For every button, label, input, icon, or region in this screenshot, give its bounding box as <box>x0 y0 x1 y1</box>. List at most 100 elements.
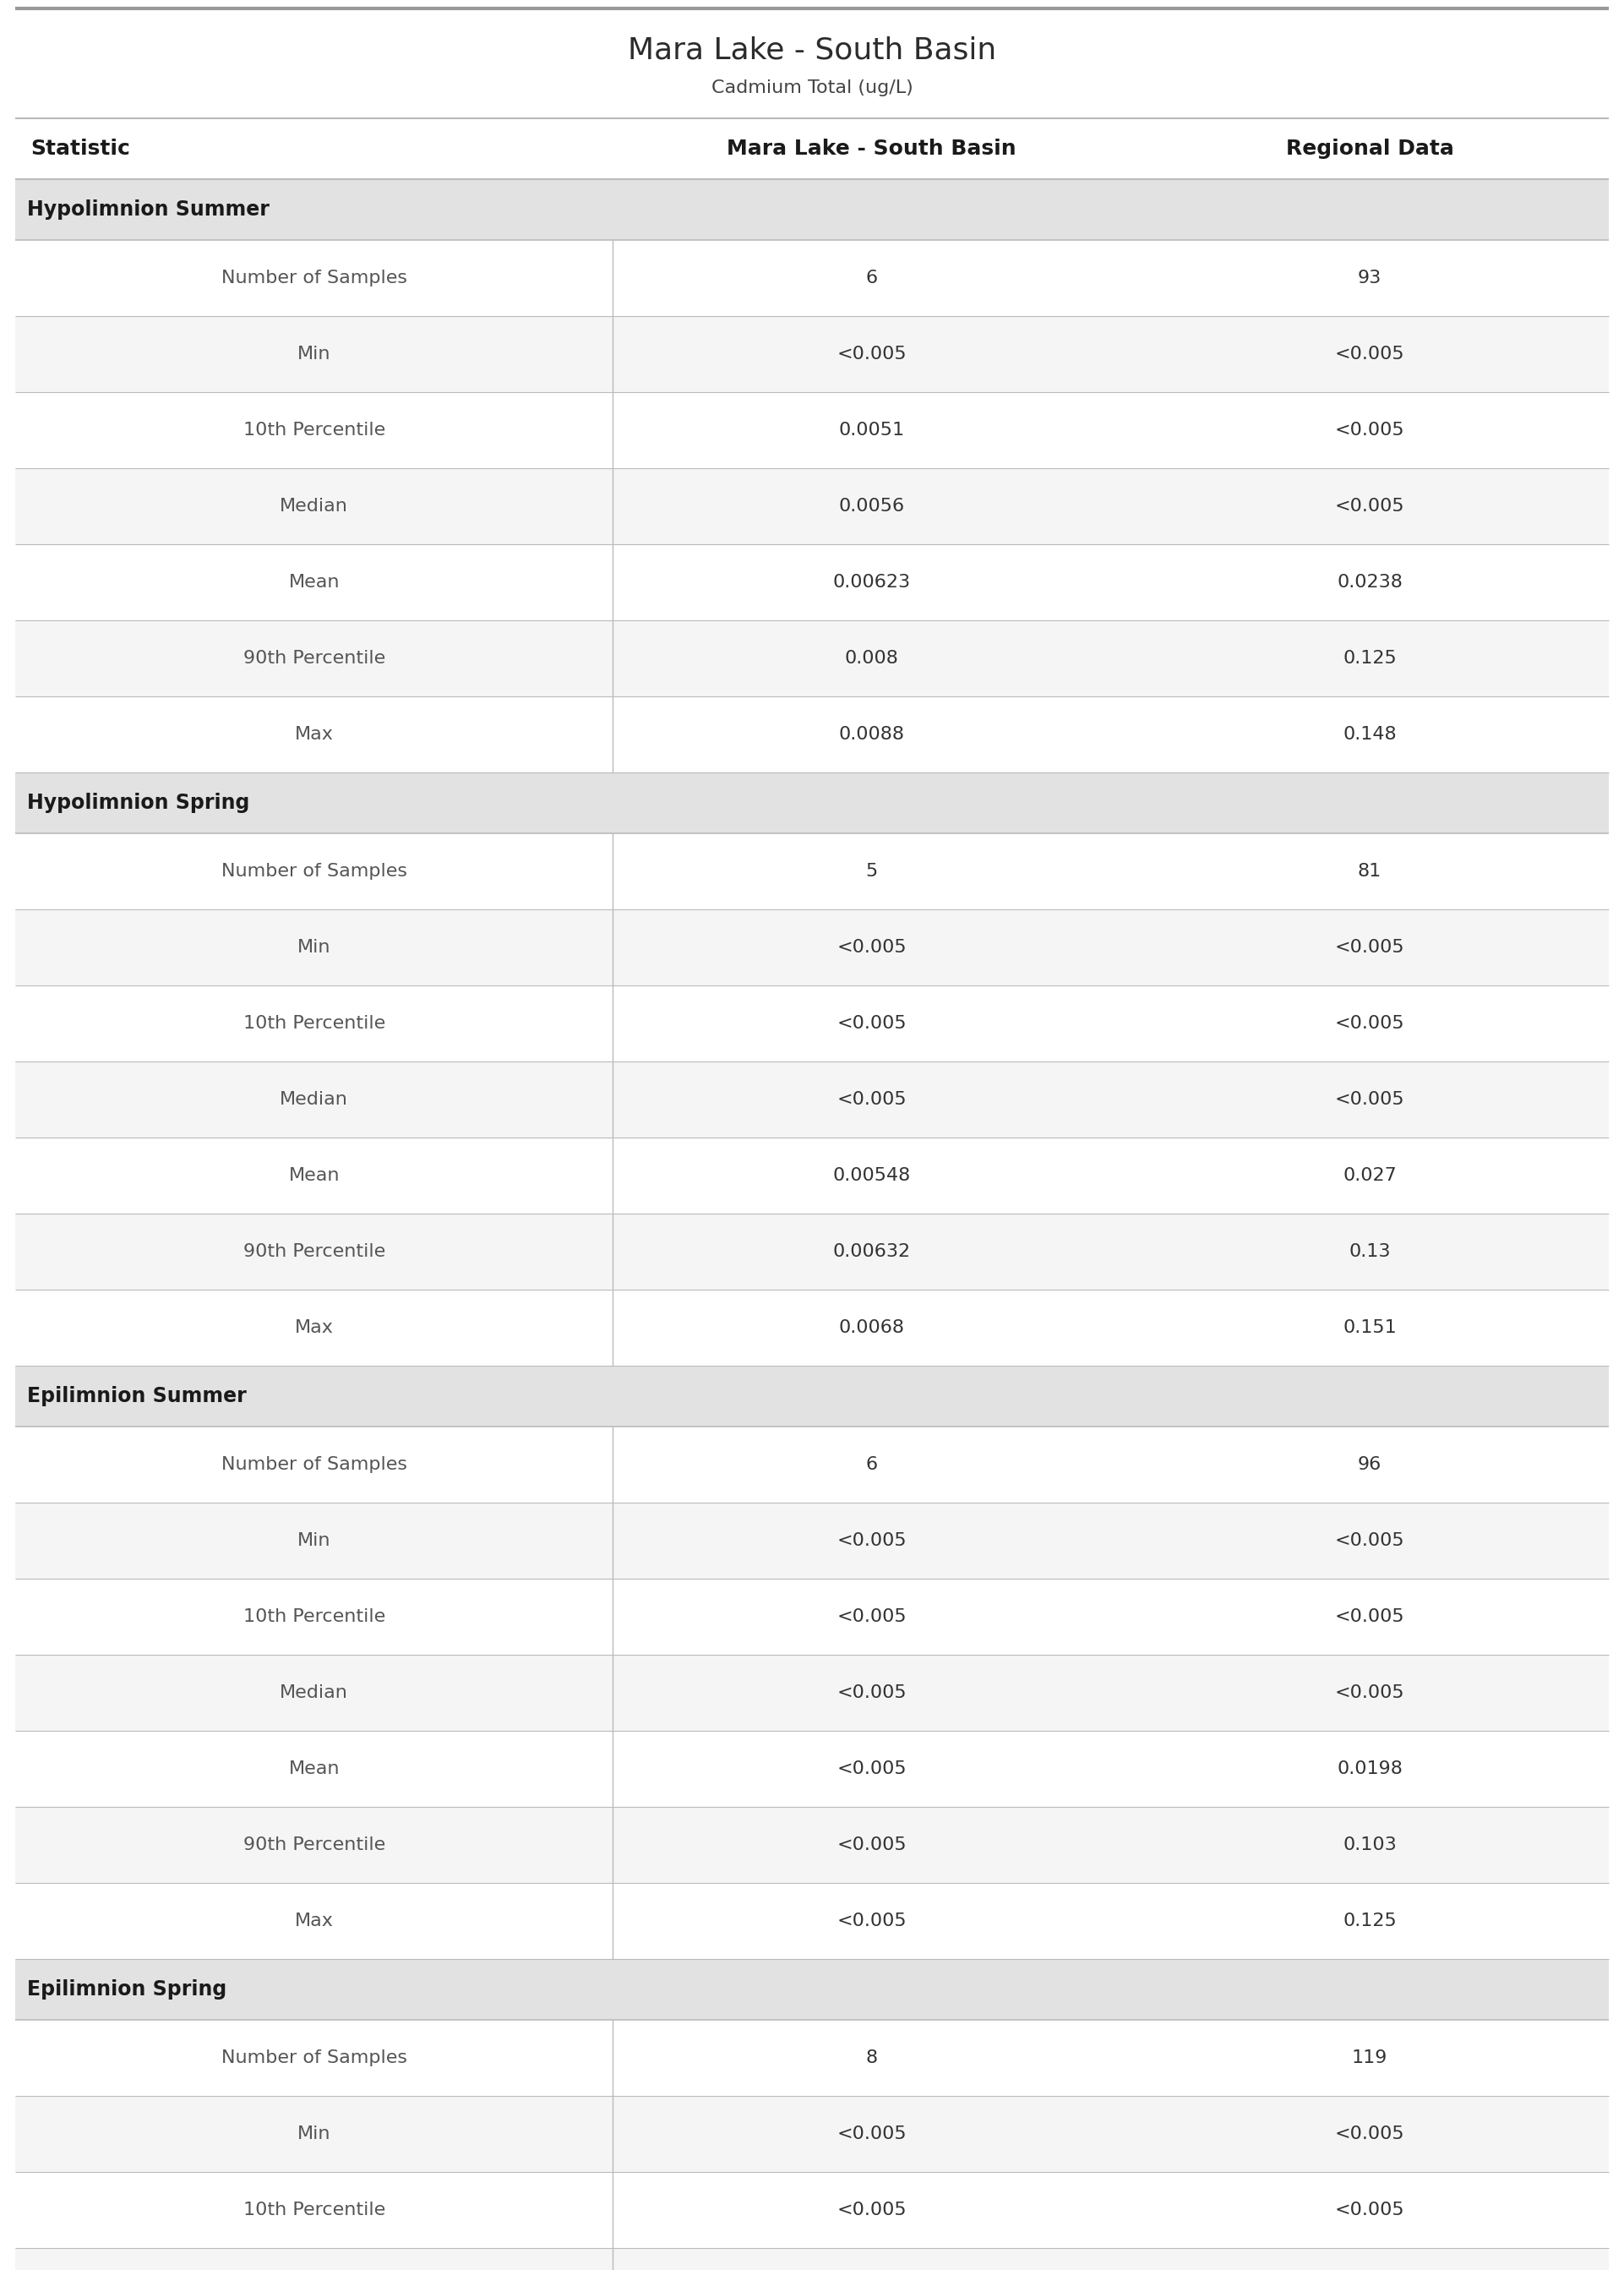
Bar <box>15 1137 1609 1214</box>
Text: Max: Max <box>294 726 333 742</box>
Bar <box>15 393 1609 468</box>
Text: Regional Data: Regional Data <box>1286 138 1453 159</box>
Bar <box>15 545 1609 620</box>
Text: <0.005: <0.005 <box>836 1914 906 1930</box>
Text: 10th Percentile: 10th Percentile <box>244 2202 385 2218</box>
Text: Mean: Mean <box>289 1167 339 1185</box>
Text: <0.005: <0.005 <box>1335 1607 1405 1625</box>
Text: 96: 96 <box>1358 1455 1382 1473</box>
Text: <0.005: <0.005 <box>1335 1092 1405 1108</box>
Text: 0.103: 0.103 <box>1343 1836 1397 1852</box>
Text: 0.0238: 0.0238 <box>1337 574 1403 590</box>
Text: 119: 119 <box>1351 2050 1387 2066</box>
Text: Number of Samples: Number of Samples <box>221 863 408 881</box>
Text: <0.005: <0.005 <box>836 345 906 363</box>
Text: Number of Samples: Number of Samples <box>221 270 408 286</box>
Text: 0.151: 0.151 <box>1343 1319 1397 1337</box>
Bar <box>15 2020 1609 2095</box>
Text: <0.005: <0.005 <box>1335 345 1405 363</box>
Text: <0.005: <0.005 <box>836 1607 906 1625</box>
Text: Mara Lake - South Basin: Mara Lake - South Basin <box>628 36 996 64</box>
Text: 81: 81 <box>1358 863 1382 881</box>
Bar <box>15 1503 1609 1578</box>
Bar <box>15 316 1609 393</box>
Text: 0.00623: 0.00623 <box>833 574 911 590</box>
Text: 0.13: 0.13 <box>1350 1244 1390 1260</box>
Text: 0.00548: 0.00548 <box>833 1167 911 1185</box>
Bar <box>15 833 1609 910</box>
Bar <box>15 1289 1609 1367</box>
Text: Min: Min <box>297 345 331 363</box>
Text: 93: 93 <box>1358 270 1382 286</box>
Text: <0.005: <0.005 <box>836 1684 906 1700</box>
Bar <box>15 2247 1609 2270</box>
Text: <0.005: <0.005 <box>836 940 906 956</box>
Text: Hypolimnion Spring: Hypolimnion Spring <box>28 792 250 813</box>
Text: <0.005: <0.005 <box>1335 1015 1405 1033</box>
Text: <0.005: <0.005 <box>836 1092 906 1108</box>
Text: <0.005: <0.005 <box>1335 497 1405 515</box>
Text: 0.125: 0.125 <box>1343 649 1397 667</box>
Text: Min: Min <box>297 1532 331 1548</box>
Bar <box>15 241 1609 316</box>
Bar <box>15 1959 1609 2020</box>
Text: Min: Min <box>297 2125 331 2143</box>
Bar <box>15 620 1609 697</box>
Text: Min: Min <box>297 940 331 956</box>
Text: 0.027: 0.027 <box>1343 1167 1397 1185</box>
Text: Mara Lake - South Basin: Mara Lake - South Basin <box>728 138 1017 159</box>
Text: 6: 6 <box>866 270 877 286</box>
Text: 8: 8 <box>866 2050 877 2066</box>
Text: 90th Percentile: 90th Percentile <box>244 1836 385 1852</box>
Text: Mean: Mean <box>289 574 339 590</box>
Text: 5: 5 <box>866 863 879 881</box>
Bar <box>15 1730 1609 1807</box>
Text: Median: Median <box>279 1092 348 1108</box>
Text: <0.005: <0.005 <box>1335 1532 1405 1548</box>
Text: 90th Percentile: 90th Percentile <box>244 649 385 667</box>
Text: Statistic: Statistic <box>31 138 130 159</box>
Text: Median: Median <box>279 1684 348 1700</box>
Text: Mean: Mean <box>289 1762 339 1777</box>
Text: Epilimnion Summer: Epilimnion Summer <box>28 1387 247 1407</box>
Text: 0.0056: 0.0056 <box>838 497 905 515</box>
Bar <box>15 179 1609 241</box>
Text: Number of Samples: Number of Samples <box>221 1455 408 1473</box>
Text: <0.005: <0.005 <box>836 2202 906 2218</box>
Bar <box>15 1578 1609 1655</box>
Bar <box>15 910 1609 985</box>
Bar <box>15 1426 1609 1503</box>
Text: <0.005: <0.005 <box>836 2125 906 2143</box>
Text: <0.005: <0.005 <box>1335 940 1405 956</box>
Bar <box>15 1214 1609 1289</box>
Bar <box>15 2172 1609 2247</box>
Text: Max: Max <box>294 1319 333 1337</box>
Text: 10th Percentile: 10th Percentile <box>244 422 385 438</box>
Bar <box>15 1655 1609 1730</box>
Bar <box>15 2095 1609 2172</box>
Bar <box>15 697 1609 772</box>
Text: <0.005: <0.005 <box>836 1015 906 1033</box>
Text: Number of Samples: Number of Samples <box>221 2050 408 2066</box>
Text: 0.0088: 0.0088 <box>840 726 905 742</box>
Text: 90th Percentile: 90th Percentile <box>244 1244 385 1260</box>
Text: Median: Median <box>279 497 348 515</box>
Text: 6: 6 <box>866 1455 877 1473</box>
Text: <0.005: <0.005 <box>1335 1684 1405 1700</box>
Text: 0.0051: 0.0051 <box>838 422 905 438</box>
Text: Hypolimnion Summer: Hypolimnion Summer <box>28 200 270 220</box>
Bar <box>15 985 1609 1062</box>
Bar <box>15 118 1609 179</box>
Text: 10th Percentile: 10th Percentile <box>244 1015 385 1033</box>
Bar <box>15 1807 1609 1882</box>
Bar <box>15 468 1609 545</box>
Bar <box>15 772 1609 833</box>
Bar <box>15 1062 1609 1137</box>
Text: 0.008: 0.008 <box>844 649 898 667</box>
Text: 10th Percentile: 10th Percentile <box>244 1607 385 1625</box>
Text: <0.005: <0.005 <box>1335 422 1405 438</box>
Text: 0.0068: 0.0068 <box>840 1319 905 1337</box>
Text: 0.148: 0.148 <box>1343 726 1397 742</box>
Text: <0.005: <0.005 <box>1335 2202 1405 2218</box>
Text: <0.005: <0.005 <box>1335 2125 1405 2143</box>
